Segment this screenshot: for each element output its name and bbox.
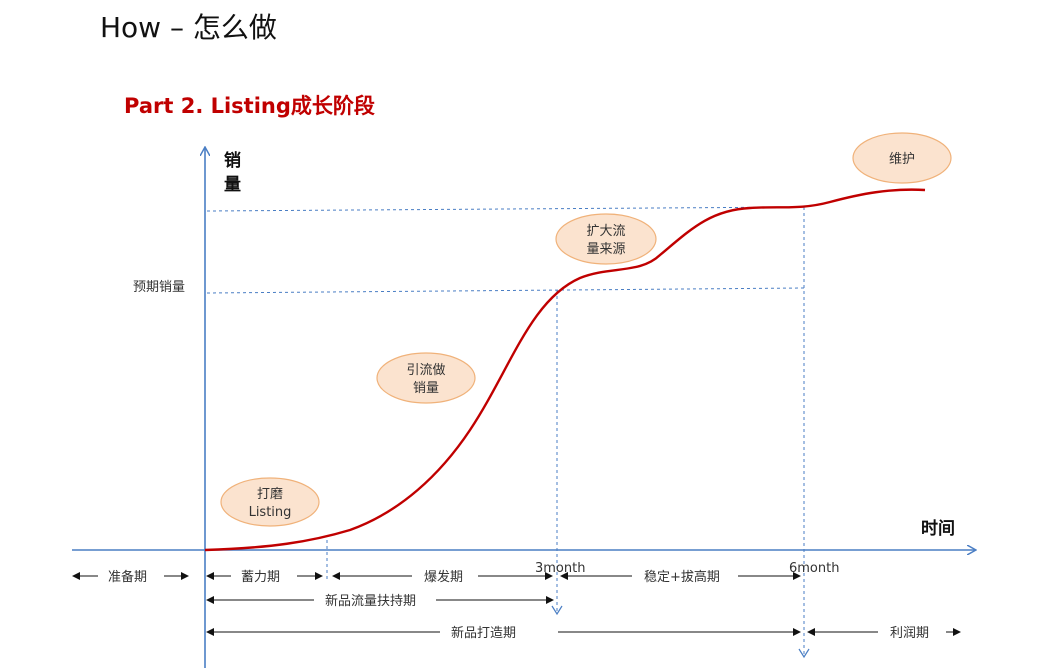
tick-6month: 6month — [789, 561, 839, 576]
x-axis-label: 时间 — [921, 518, 955, 539]
bubble-maintain-text: 维护 — [889, 152, 915, 167]
sales-growth-curve — [204, 188, 926, 552]
bubble-traffic-text-2: 销量 — [413, 381, 439, 396]
phase-support: 新品流量扶持期 — [325, 593, 416, 609]
m3-arrow-head — [551, 605, 563, 616]
bubble-traffic-text-1: 引流做 — [406, 363, 445, 378]
upper-reference-line — [206, 206, 806, 212]
bubble-expand-traffic: 扩大流 量来源 — [555, 213, 657, 265]
y-axis-label-2: 量 — [224, 174, 241, 195]
phase-prepare: 准备期 — [108, 569, 147, 585]
bubble-maintain: 维护 — [852, 132, 952, 184]
y-axis-label-1: 销 — [224, 150, 241, 171]
bubble-expand-text-2: 量来源 — [586, 242, 625, 257]
expected-sales-label: 预期销量 — [133, 280, 185, 295]
expected-sales-line — [206, 287, 806, 294]
bubble-polish-text-1: 打磨 — [257, 487, 283, 502]
bubble-expand-text-1: 扩大流 — [586, 224, 625, 239]
section-subtitle: Part 2. Listing成长阶段 — [124, 94, 375, 118]
phase-accumulate: 蓄力期 — [241, 570, 280, 585]
phase-build: 新品打造期 — [451, 625, 516, 641]
phase-profit: 利润期 — [890, 626, 929, 641]
m6-arrow-head — [798, 648, 810, 659]
bubble-polish-text-2: Listing — [249, 505, 292, 520]
page-title: How – 怎么做 — [100, 11, 277, 44]
phase-burst: 爆发期 — [424, 569, 463, 585]
phase-stabilize: 稳定+拔高期 — [644, 569, 720, 585]
bubble-drive-traffic: 引流做 销量 — [376, 352, 476, 404]
bubble-polish-listing: 打磨 Listing — [220, 477, 320, 527]
tick-3month: 3month — [535, 561, 585, 576]
